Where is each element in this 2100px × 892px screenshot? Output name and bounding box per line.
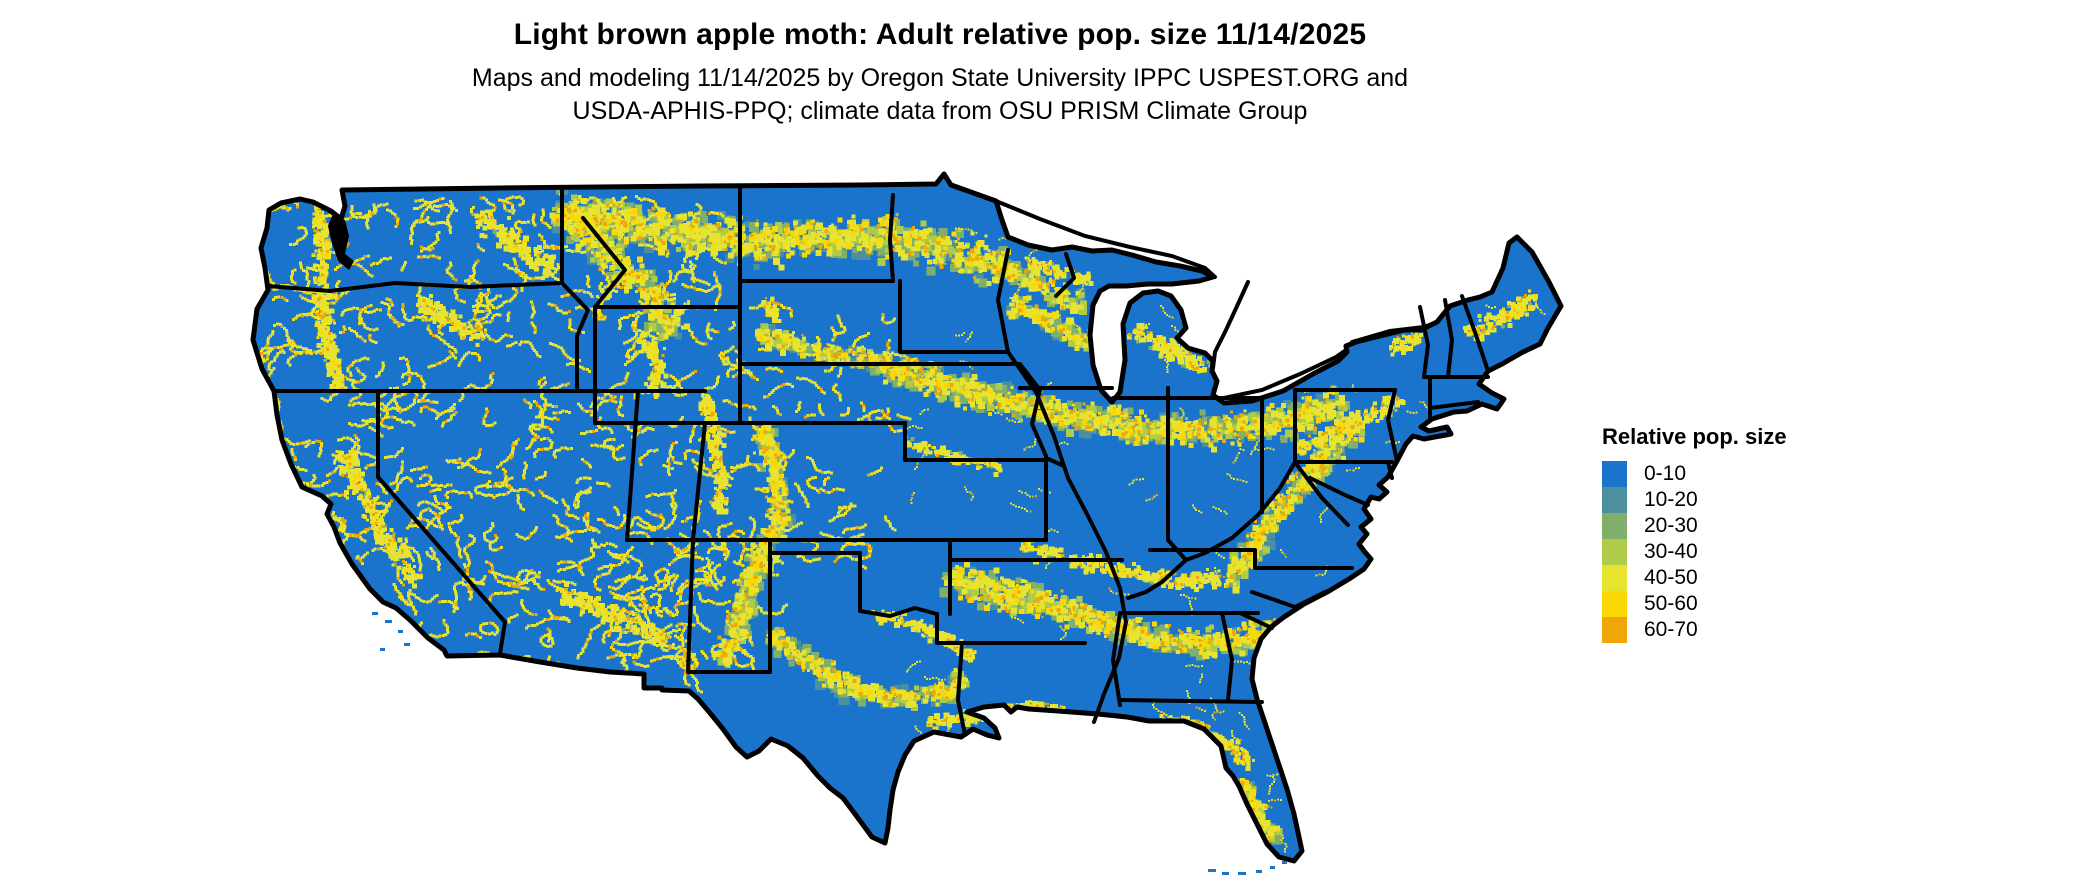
legend-label: 10-20: [1644, 488, 1698, 511]
legend-swatch: [1602, 591, 1627, 617]
legend-label: 50-60: [1644, 592, 1698, 615]
legend-label: 40-50: [1644, 566, 1698, 589]
us-landmass: [253, 174, 1561, 861]
population-raster-layer: [253, 186, 1561, 861]
legend-label: 0-10: [1644, 462, 1687, 485]
legend-swatch: [1602, 461, 1627, 487]
puget-sound: [328, 214, 354, 270]
legend-swatch: [1602, 617, 1627, 643]
us-map: [202, 145, 1572, 892]
state-borders: [266, 186, 1490, 737]
map-subtitle-line1: Maps and modeling 11/14/2025 by Oregon S…: [471, 64, 1409, 92]
legend-item: 20-30: [1602, 513, 1902, 539]
legend-swatch: [1602, 487, 1627, 513]
legend-item: 60-70: [1602, 617, 1902, 643]
legend-items: 0-10 10-20 20-30 30-40 40-50 50-60 60-70: [1602, 461, 1902, 643]
legend: Relative pop. size 0-10 10-20 20-30 30-40 40…: [1602, 424, 1902, 643]
legend-item: 30-40: [1602, 539, 1902, 565]
map-subtitle-line2: USDA-APHIS-PPQ; climate data from OSU PR…: [572, 97, 1308, 125]
legend-label: 60-70: [1644, 618, 1698, 641]
legend-swatch: [1602, 513, 1627, 539]
legend-item: 10-20: [1602, 487, 1902, 513]
legend-item: 50-60: [1602, 591, 1902, 617]
us-map-svg: [202, 145, 1572, 875]
legend-title: Relative pop. size: [1602, 424, 1787, 449]
legend-label: 20-30: [1644, 514, 1698, 537]
legend-label: 30-40: [1644, 540, 1698, 563]
legend-swatch: [1602, 539, 1627, 565]
offshore-islands: [372, 612, 1287, 875]
map-title: Light brown apple moth: Adult relative p…: [513, 18, 1367, 51]
map-subtitle: Maps and modeling 11/14/2025 by Oregon S…: [0, 62, 1880, 128]
legend-swatch: [1602, 565, 1627, 591]
legend-item: 0-10: [1602, 461, 1902, 487]
legend-item: 40-50: [1602, 565, 1902, 591]
